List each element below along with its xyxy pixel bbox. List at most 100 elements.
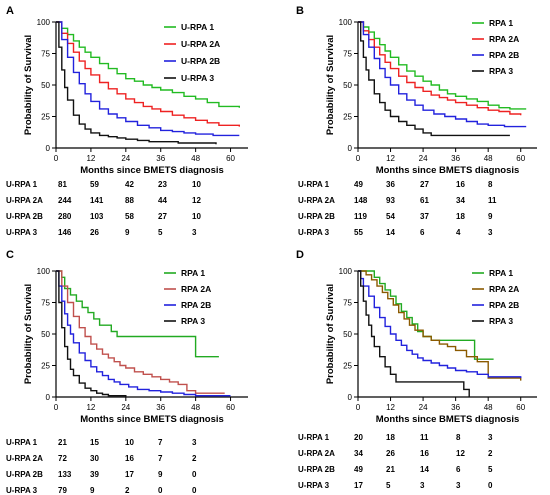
legend-label: U-RPA 3 [181,73,214,83]
risk-table-count: 7 [158,438,163,447]
risk-table-count: 42 [125,180,134,189]
panel-label: A [6,5,14,17]
risk-table-count: 6 [456,465,461,474]
risk-table-row-label: U-RPA 2B [6,470,43,479]
risk-table-count: 10 [192,180,201,189]
legend-label: RPA 2B [489,50,519,60]
y-tick-label: 25 [343,362,352,371]
risk-table-row-label: U-RPA 3 [298,481,330,490]
risk-table-row-label: U-RPA 3 [6,486,38,495]
y-tick-label: 75 [343,50,352,59]
risk-table-count: 133 [58,470,72,479]
risk-table-count: 3 [488,228,493,237]
legend-label: RPA 3 [489,66,513,76]
risk-table-count: 21 [58,438,67,447]
y-axis-title: Probability of Survival [23,284,34,384]
legend-label: RPA 2A [181,284,211,294]
risk-table-count: 36 [386,180,395,189]
risk-table-count: 30 [90,454,99,463]
y-tick-label: 100 [37,267,51,276]
x-tick-label: 24 [121,154,130,163]
survival-curve-series-4 [358,270,470,397]
survival-curve-series-4 [56,21,217,145]
panel-label: D [296,249,304,261]
risk-table-count: 2 [192,454,197,463]
risk-table-count: 3 [488,433,493,442]
risk-table-count: 34 [354,449,363,458]
risk-table-row-label: U-RPA 2B [6,212,43,221]
risk-table-count: 103 [90,212,104,221]
risk-table-row-label: U-RPA 1 [298,180,330,189]
legend-label: U-RPA 2B [181,56,220,66]
x-axis-title: Months since BMETS diagnosis [80,165,224,176]
risk-table-count: 34 [456,196,465,205]
risk-table-count: 5 [158,228,163,237]
x-tick-label: 36 [451,154,460,163]
risk-table-count: 2 [125,486,130,495]
risk-table-count: 17 [125,470,134,479]
risk-table-count: 8 [488,180,493,189]
y-axis-title: Probability of Survival [325,284,336,384]
x-tick-label: 12 [386,154,395,163]
risk-table-count: 3 [192,228,197,237]
risk-table-count: 18 [456,212,465,221]
survival-curve-series-1 [56,270,219,358]
y-tick-label: 50 [41,81,50,90]
x-tick-label: 36 [451,403,460,412]
risk-table-count: 3 [192,438,197,447]
survival-curve-series-2 [358,21,522,116]
risk-table-row-label: U-RPA 3 [298,228,330,237]
risk-table-count: 15 [90,438,99,447]
risk-table-count: 20 [354,433,363,442]
x-tick-label: 60 [516,403,525,412]
risk-table-count: 9 [125,228,130,237]
risk-table-row-label: U-RPA 3 [6,228,38,237]
x-tick-label: 24 [419,403,428,412]
risk-table-count: 4 [456,228,461,237]
risk-table-count: 14 [386,228,395,237]
legend-label: RPA 2A [489,34,519,44]
x-tick-label: 0 [356,154,361,163]
risk-table-count: 59 [90,180,99,189]
risk-table-count: 26 [386,449,395,458]
risk-table-count: 11 [420,433,429,442]
x-axis-title: Months since BMETS diagnosis [376,414,520,425]
x-tick-label: 48 [484,154,493,163]
risk-table-count: 26 [90,228,99,237]
risk-table-count: 3 [456,481,461,490]
legend-label: RPA 1 [489,18,513,28]
y-tick-label: 0 [46,393,51,402]
risk-table-row-label: U-RPA 1 [6,438,38,447]
x-tick-label: 0 [54,154,59,163]
legend-label: RPA 3 [489,316,513,326]
risk-table-count: 55 [354,228,363,237]
y-tick-label: 75 [41,50,50,59]
x-tick-label: 48 [191,154,200,163]
risk-table-count: 119 [354,212,367,221]
risk-table-count: 27 [158,212,167,221]
y-tick-label: 100 [339,267,353,276]
x-tick-label: 12 [86,403,95,412]
survival-curve-series-2 [358,270,522,381]
risk-table-count: 0 [192,486,197,495]
risk-table-count: 7 [158,454,163,463]
x-tick-label: 60 [516,154,525,163]
risk-table-count: 3 [420,481,425,490]
risk-table-count: 49 [354,180,363,189]
risk-table-count: 9 [158,470,163,479]
legend-label: RPA 2A [489,284,519,294]
risk-table-count: 0 [192,470,197,479]
y-tick-label: 50 [343,81,352,90]
y-tick-label: 75 [41,299,50,308]
risk-table-count: 79 [58,486,67,495]
y-axis-title: Probability of Survival [325,35,336,135]
survival-curve-series-4 [358,21,510,137]
y-tick-label: 0 [348,393,353,402]
x-tick-label: 0 [54,403,59,412]
risk-table-count: 44 [158,196,167,205]
risk-table-count: 17 [354,481,363,490]
survival-curve-series-1 [358,21,527,110]
risk-table-count: 39 [90,470,99,479]
